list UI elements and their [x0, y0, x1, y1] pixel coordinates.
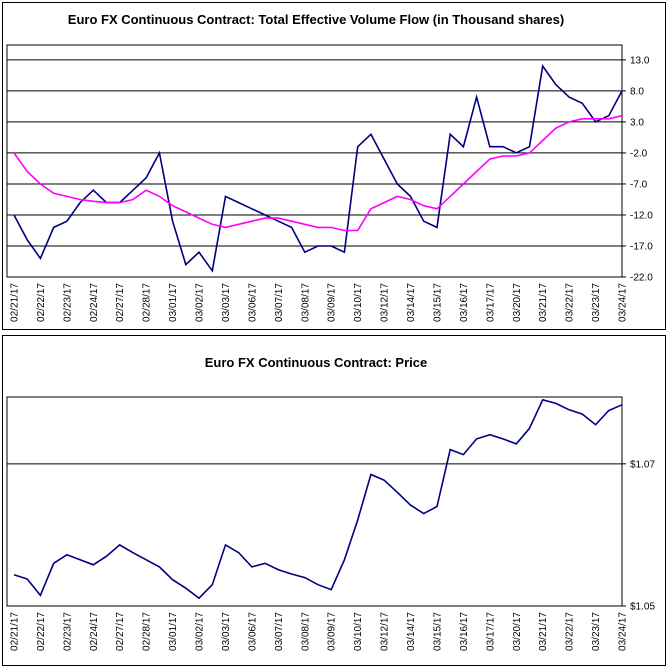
y-tick-label: -12.0	[630, 210, 653, 221]
y-tick-label: -7.0	[630, 179, 648, 190]
line-series	[13, 114, 623, 232]
x-tick-label: 02/21/17	[10, 283, 21, 322]
x-tick-label: 03/24/17	[618, 612, 629, 651]
x-tick-label: 03/01/17	[168, 612, 179, 651]
panel-frame	[2, 335, 666, 666]
chart-title: Euro FX Continuous Contract: Total Effec…	[68, 12, 564, 27]
x-tick-label: 02/22/17	[36, 612, 47, 651]
x-tick-label: 03/21/17	[538, 283, 549, 322]
y-tick-label: 8.0	[630, 86, 644, 97]
x-tick-label: 02/24/17	[89, 283, 100, 322]
x-tick-label: 03/21/17	[538, 612, 549, 651]
x-tick-label: 02/24/17	[89, 612, 100, 651]
y-tick-label: 3.0	[630, 117, 644, 128]
x-tick-label: 03/23/17	[591, 283, 602, 322]
x-tick-label: 03/17/17	[485, 612, 496, 651]
line-series	[13, 398, 623, 600]
x-tick-label: 02/28/17	[142, 283, 153, 322]
x-tick-label: 03/02/17	[195, 283, 206, 322]
panel-frame	[2, 2, 666, 330]
x-tick-label: 03/09/17	[327, 612, 338, 651]
x-tick-label: 03/23/17	[591, 612, 602, 651]
plot-area	[6, 44, 623, 278]
x-tick-label: 03/07/17	[274, 612, 285, 651]
x-tick-label: 03/12/17	[380, 283, 391, 322]
x-tick-label: 03/16/17	[459, 283, 470, 322]
x-tick-label: 03/01/17	[168, 283, 179, 322]
x-tick-label: 03/22/17	[565, 612, 576, 651]
x-tick-label: 03/02/17	[195, 612, 206, 651]
x-tick-label: 03/08/17	[300, 612, 311, 651]
x-tick-label: 03/06/17	[247, 283, 258, 322]
x-tick-label: 03/03/17	[221, 612, 232, 651]
plot-area	[6, 396, 623, 607]
x-tick-label: 02/21/17	[10, 612, 21, 651]
x-tick-label: 03/10/17	[353, 283, 364, 322]
y-tick-label: -17.0	[630, 241, 653, 252]
x-tick-label: 02/27/17	[115, 283, 126, 322]
y-tick-label: $1.05	[630, 602, 655, 613]
x-tick-label: 03/10/17	[353, 612, 364, 651]
x-tick-label: 03/15/17	[432, 612, 443, 651]
x-tick-label: 03/16/17	[459, 612, 470, 651]
x-tick-label: 03/20/17	[512, 283, 523, 322]
x-tick-label: 03/08/17	[300, 283, 311, 322]
x-tick-label: 02/27/17	[115, 612, 126, 651]
x-tick-label: 03/20/17	[512, 612, 523, 651]
x-tick-label: 02/28/17	[142, 612, 153, 651]
x-tick-label: 03/03/17	[221, 283, 232, 322]
x-tick-label: 03/15/17	[432, 283, 443, 322]
x-tick-label: 03/14/17	[406, 283, 417, 322]
x-tick-label: 03/14/17	[406, 612, 417, 651]
x-tick-label: 03/24/17	[618, 283, 629, 322]
y-tick-label: -2.0	[630, 148, 648, 159]
x-tick-label: 03/12/17	[380, 612, 391, 651]
x-tick-label: 02/23/17	[62, 612, 73, 651]
x-tick-label: 02/22/17	[36, 283, 47, 322]
x-tick-label: 03/17/17	[485, 283, 496, 322]
x-tick-label: 03/07/17	[274, 283, 285, 322]
y-tick-label: -22.0	[630, 273, 653, 284]
x-tick-label: 03/09/17	[327, 283, 338, 322]
x-tick-label: 03/06/17	[247, 612, 258, 651]
x-tick-label: 02/23/17	[62, 283, 73, 322]
y-tick-label: 13.0	[630, 55, 650, 66]
x-tick-label: 03/22/17	[565, 283, 576, 322]
chart-title: Euro FX Continuous Contract: Price	[205, 355, 427, 370]
y-tick-label: $1.07	[630, 459, 655, 470]
